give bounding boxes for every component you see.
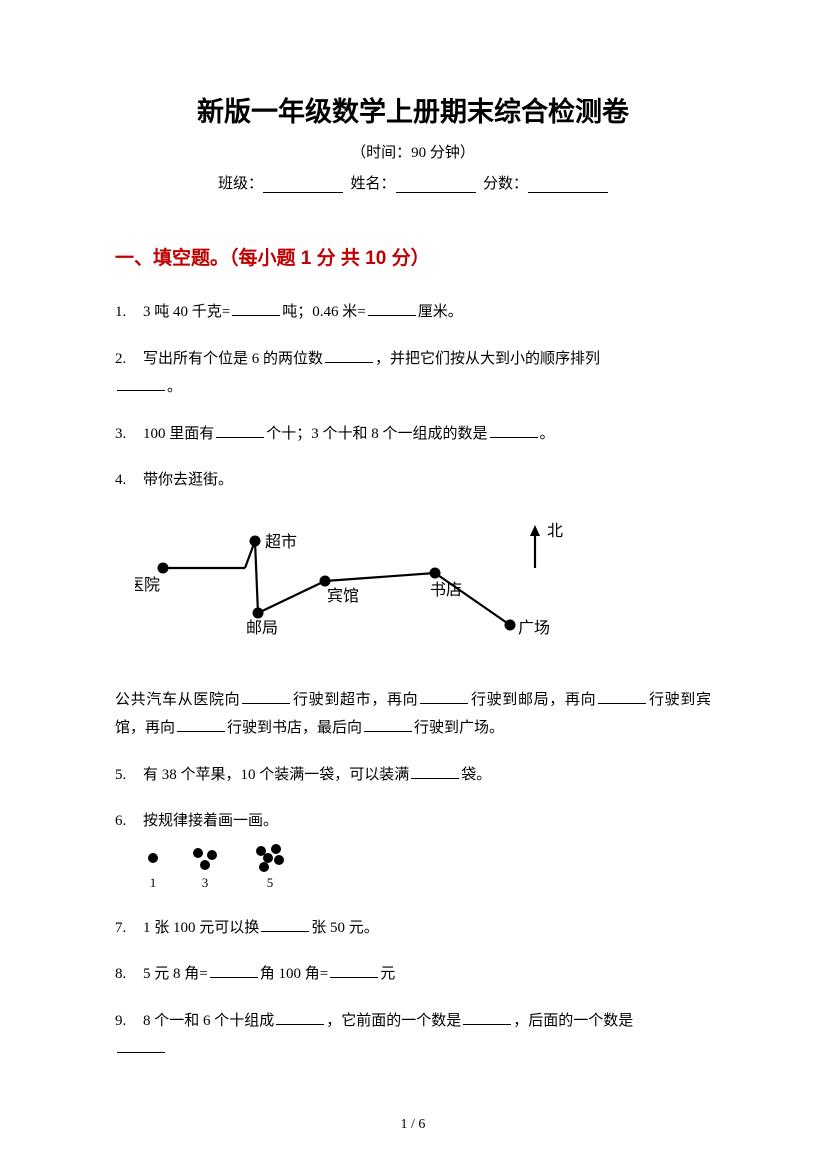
q3-text-a: 100 里面有 <box>143 426 214 442</box>
q2-blank-1[interactable] <box>325 349 373 363</box>
q8-text-a: 5 元 8 角= <box>143 966 208 982</box>
q2-text-b: ，并把它们按从大到小的顺序排列 <box>375 351 600 367</box>
question-4: 4.带你去逛街。 <box>115 466 711 495</box>
svg-text:邮局: 邮局 <box>246 619 278 637</box>
q7-blank-1[interactable] <box>261 918 309 932</box>
page-footer: 1 / 6 <box>0 1117 826 1133</box>
q1-text-a: 3 吨 40 千克= <box>143 304 230 320</box>
page-title: 新版一年级数学上册期末综合检测卷 <box>115 90 711 129</box>
q3-blank-1[interactable] <box>216 424 264 438</box>
class-label: 班级： <box>218 176 263 192</box>
score-label: 分数： <box>483 176 528 192</box>
q1-blank-1[interactable] <box>232 302 280 316</box>
q7-text-a: 1 张 100 元可以换 <box>143 920 259 936</box>
time-subtitle: （时间：90 分钟） <box>115 141 711 162</box>
q9-num: 9. <box>115 1007 143 1036</box>
dots-svg: 1 3 5 <box>135 842 335 897</box>
q4-b2: 行驶到超市，再向 <box>292 692 418 708</box>
section-1-header: 一、填空题。（每小题 1 分 共 10 分） <box>115 243 711 270</box>
q4-b5: 行驶到书店，最后向 <box>227 720 362 736</box>
q5-num: 5. <box>115 761 143 790</box>
q1-text-b: 吨；0.46 米= <box>282 304 365 320</box>
q4-num: 4. <box>115 466 143 495</box>
dots-pattern: 1 3 5 <box>135 842 711 902</box>
q2-blank-2[interactable] <box>117 377 165 391</box>
class-blank[interactable] <box>263 178 343 193</box>
q8-text-b: 角 100 角= <box>260 966 328 982</box>
svg-text:5: 5 <box>267 875 274 890</box>
q4-b1: 公共汽车从医院向 <box>115 692 240 708</box>
q9-text-a: 8 个一和 6 个十组成 <box>143 1013 274 1029</box>
svg-text:超市: 超市 <box>265 533 297 551</box>
question-4-body: 公共汽车从医院向行驶到超市，再向行驶到邮局，再向行驶到宾馆，再向行驶到书店，最后… <box>115 686 711 743</box>
question-2: 2.写出所有个位是 6 的两位数 ，并把它们按从大到小的顺序排列。 <box>115 345 711 402</box>
q4-b3: 行驶到邮局，再向 <box>470 692 596 708</box>
question-8: 8.5 元 8 角= 角 100 角= 元 <box>115 960 711 989</box>
q6-text-a: 按规律接着画一画。 <box>143 813 278 829</box>
q8-num: 8. <box>115 960 143 989</box>
q4-blank-3[interactable] <box>598 690 646 704</box>
q9-text-c: ，后面的一个数是 <box>513 1013 633 1029</box>
svg-text:宾馆: 宾馆 <box>327 587 359 605</box>
question-3: 3.100 里面有 个十；3 个十和 8 个一组成的数是 。 <box>115 420 711 449</box>
svg-text:广场: 广场 <box>518 619 550 637</box>
question-1: 1.3 吨 40 千克= 吨；0.46 米= 厘米。 <box>115 298 711 327</box>
question-6: 6.按规律接着画一画。 <box>115 807 711 836</box>
svg-text:医院: 医院 <box>135 576 160 594</box>
q7-num: 7. <box>115 914 143 943</box>
question-7: 7.1 张 100 元可以换 张 50 元。 <box>115 914 711 943</box>
svg-text:北: 北 <box>547 522 563 540</box>
map-diagram: 医院 超市邮局 宾馆 书店广场 北 <box>135 513 711 668</box>
q5-text-a: 有 38 个苹果，10 个装满一袋，可以装满 <box>143 767 409 783</box>
q7-text-b: 张 50 元。 <box>311 920 379 936</box>
q4-b6: 行驶到广场。 <box>414 720 504 736</box>
q9-blank-1[interactable] <box>276 1011 324 1025</box>
svg-text:3: 3 <box>202 875 209 890</box>
q8-blank-2[interactable] <box>330 964 378 978</box>
q4-blank-1[interactable] <box>242 690 290 704</box>
q9-blank-2[interactable] <box>463 1011 511 1025</box>
q2-text-a: 写出所有个位是 6 的两位数 <box>143 351 323 367</box>
q2-num: 2. <box>115 345 143 374</box>
q4-blank-5[interactable] <box>364 718 412 732</box>
q9-text-b: ，它前面的一个数是 <box>326 1013 461 1029</box>
q2-text-c: 。 <box>167 379 182 395</box>
question-5: 5.有 38 个苹果，10 个装满一袋，可以装满 袋。 <box>115 761 711 790</box>
q1-blank-2[interactable] <box>368 302 416 316</box>
name-label: 姓名： <box>350 176 395 192</box>
q1-num: 1. <box>115 298 143 327</box>
score-blank[interactable] <box>528 178 608 193</box>
q3-text-b: 个十；3 个十和 8 个一组成的数是 <box>266 426 487 442</box>
q5-text-b: 袋。 <box>461 767 491 783</box>
q8-text-c: 元 <box>380 966 395 982</box>
question-9: 9.8 个一和 6 个十组成 ，它前面的一个数是 ，后面的一个数是 <box>115 1007 711 1064</box>
svg-text:1: 1 <box>150 875 157 890</box>
q1-text-c: 厘米。 <box>418 304 463 320</box>
q9-blank-3[interactable] <box>117 1039 165 1053</box>
q3-blank-2[interactable] <box>490 424 538 438</box>
student-info-line: 班级： 姓名： 分数： <box>115 172 711 193</box>
q4-blank-4[interactable] <box>177 718 225 732</box>
q8-blank-1[interactable] <box>210 964 258 978</box>
q5-blank-1[interactable] <box>411 765 459 779</box>
q3-num: 3. <box>115 420 143 449</box>
q4-text-a: 带你去逛街。 <box>143 472 233 488</box>
svg-text:书店: 书店 <box>430 581 462 599</box>
q4-blank-2[interactable] <box>420 690 468 704</box>
q6-num: 6. <box>115 807 143 836</box>
q3-text-c: 。 <box>540 426 555 442</box>
name-blank[interactable] <box>396 178 476 193</box>
map-svg: 医院 超市邮局 宾馆 书店广场 北 <box>135 513 575 663</box>
